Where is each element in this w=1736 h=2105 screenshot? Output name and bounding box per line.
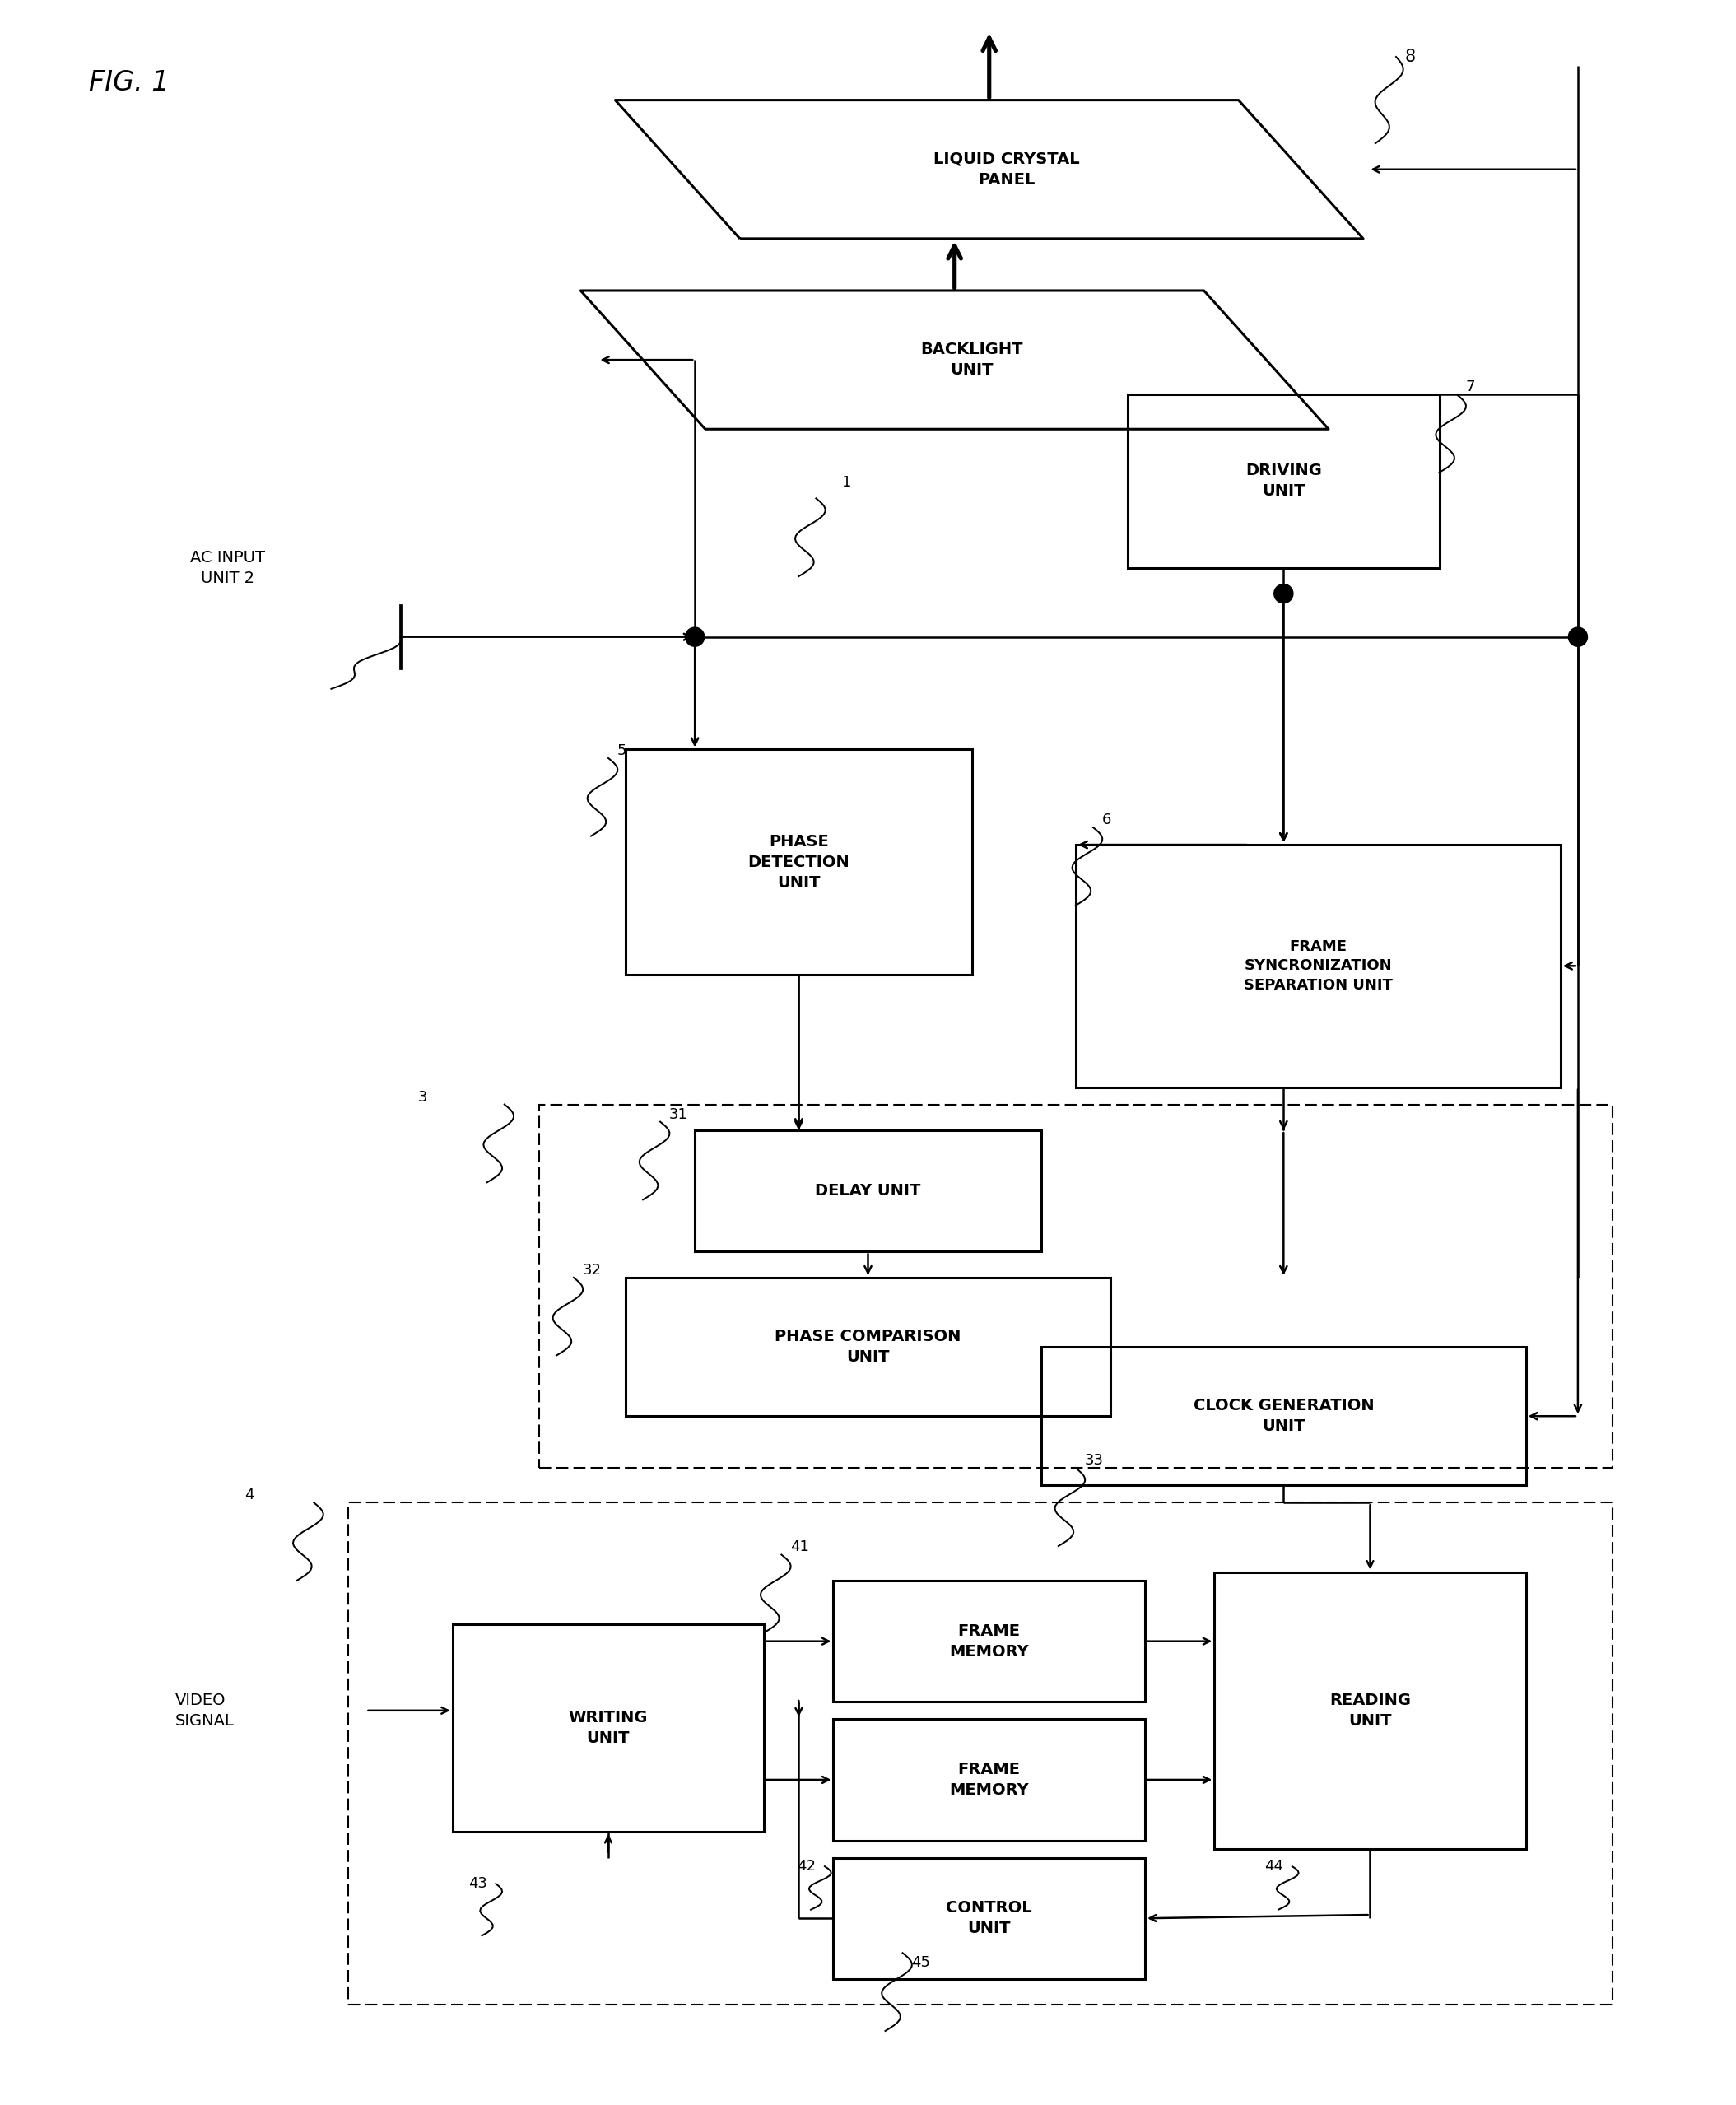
Text: LIQUID CRYSTAL
PANEL: LIQUID CRYSTAL PANEL (934, 152, 1080, 187)
Bar (349, 1503, 1613, 2004)
Bar (833, 1581, 1146, 1701)
Text: FRAME
MEMORY: FRAME MEMORY (950, 1623, 1029, 1659)
Text: 42: 42 (797, 1859, 816, 1873)
Text: WRITING
UNIT: WRITING UNIT (569, 1709, 648, 1745)
Bar (1213, 1572, 1526, 1848)
Text: 43: 43 (469, 1876, 488, 1890)
Text: FRAME
SYNCRONIZATION
SEPARATION UNIT: FRAME SYNCRONIZATION SEPARATION UNIT (1243, 939, 1392, 994)
Bar (625, 749, 972, 975)
Text: 44: 44 (1264, 1859, 1283, 1873)
Text: 8: 8 (1404, 48, 1415, 65)
Circle shape (1274, 583, 1293, 604)
Bar (1076, 844, 1561, 1086)
Text: PHASE COMPARISON
UNIT: PHASE COMPARISON UNIT (774, 1328, 962, 1364)
Text: 7: 7 (1465, 379, 1476, 394)
Text: 32: 32 (582, 1263, 601, 1278)
Bar (833, 1720, 1146, 1840)
Bar (1128, 394, 1439, 568)
Text: FRAME
MEMORY: FRAME MEMORY (950, 1762, 1029, 1798)
Text: BACKLIGHT
UNIT: BACKLIGHT UNIT (920, 341, 1023, 379)
Text: VIDEO
SIGNAL: VIDEO SIGNAL (175, 1692, 234, 1728)
Text: FIG. 1: FIG. 1 (89, 69, 168, 97)
Text: DRIVING
UNIT: DRIVING UNIT (1245, 463, 1321, 499)
Bar (540, 1105, 1613, 1467)
Bar (453, 1623, 764, 1831)
Text: READING
UNIT: READING UNIT (1330, 1692, 1411, 1728)
Text: 31: 31 (668, 1107, 687, 1122)
Text: AC INPUT
UNIT 2: AC INPUT UNIT 2 (189, 549, 266, 585)
Text: 4: 4 (245, 1488, 253, 1503)
Text: 33: 33 (1085, 1452, 1104, 1467)
Text: 5: 5 (616, 743, 627, 758)
Circle shape (686, 627, 705, 646)
Text: 1: 1 (842, 476, 851, 490)
Text: CLOCK GENERATION
UNIT: CLOCK GENERATION UNIT (1193, 1398, 1373, 1434)
Text: DELAY UNIT: DELAY UNIT (816, 1183, 920, 1200)
Circle shape (1568, 627, 1587, 646)
Bar (694, 1130, 1042, 1252)
Bar (625, 1278, 1111, 1417)
Text: 6: 6 (1102, 813, 1111, 827)
Text: CONTROL
UNIT: CONTROL UNIT (946, 1901, 1033, 1937)
Text: 41: 41 (790, 1541, 809, 1556)
Bar (1042, 1347, 1526, 1486)
Text: PHASE
DETECTION
UNIT: PHASE DETECTION UNIT (748, 834, 849, 890)
Text: 3: 3 (418, 1090, 427, 1105)
Text: 45: 45 (911, 1956, 930, 1970)
Bar (833, 1859, 1146, 1979)
